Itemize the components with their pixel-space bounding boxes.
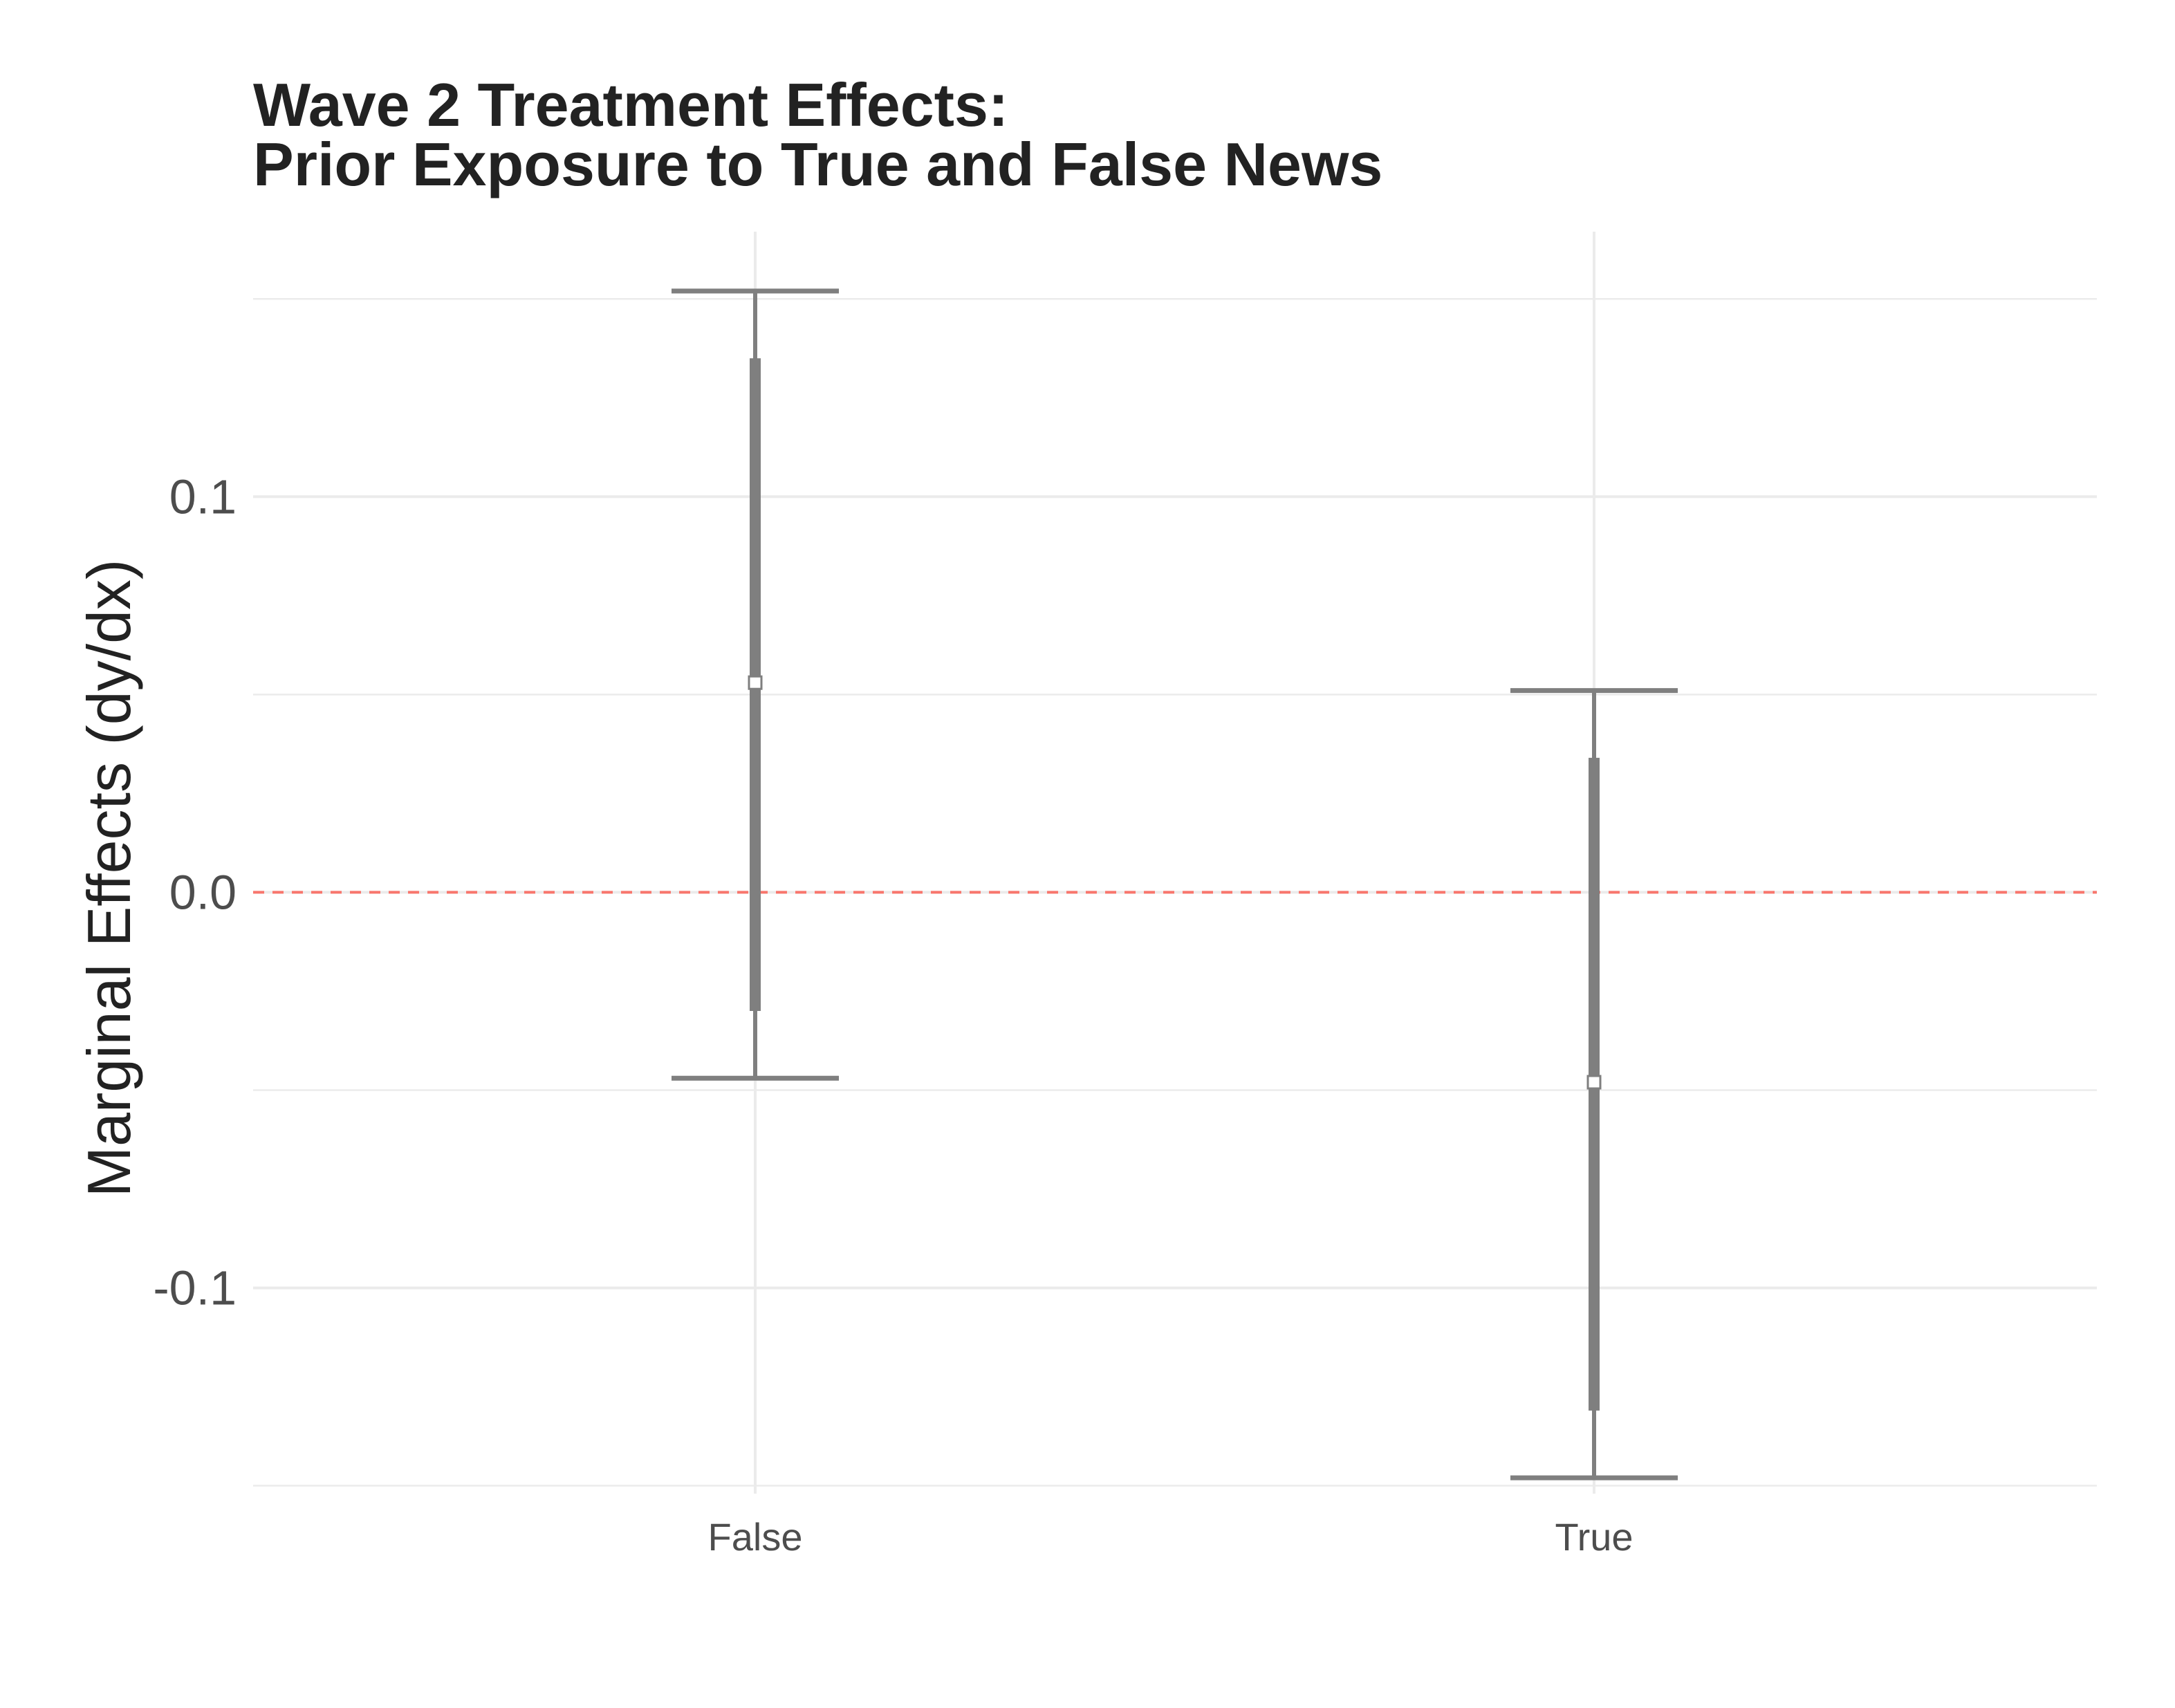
point-estimate — [1586, 1075, 1602, 1090]
x-tick-label: True — [1555, 1515, 1633, 1559]
y-axis-title: Marginal Effects (dy/dx) — [75, 559, 143, 1198]
chart-title-line-1: Wave 2 Treatment Effects: — [253, 71, 1008, 139]
y-tick-label: -0.1 — [153, 1261, 237, 1315]
point-estimate — [748, 675, 763, 690]
y-tick-label: 0.1 — [169, 470, 237, 523]
chart-title-line-2: Prior Exposure to True and False News — [253, 130, 1382, 198]
y-tick-label: 0.0 — [169, 865, 237, 919]
error-bars — [672, 288, 1678, 1480]
grid-lines — [253, 232, 2097, 1494]
tick-labels: -0.1 0.0 0.1 False True — [153, 470, 1633, 1559]
x-tick-label: False — [708, 1515, 803, 1559]
